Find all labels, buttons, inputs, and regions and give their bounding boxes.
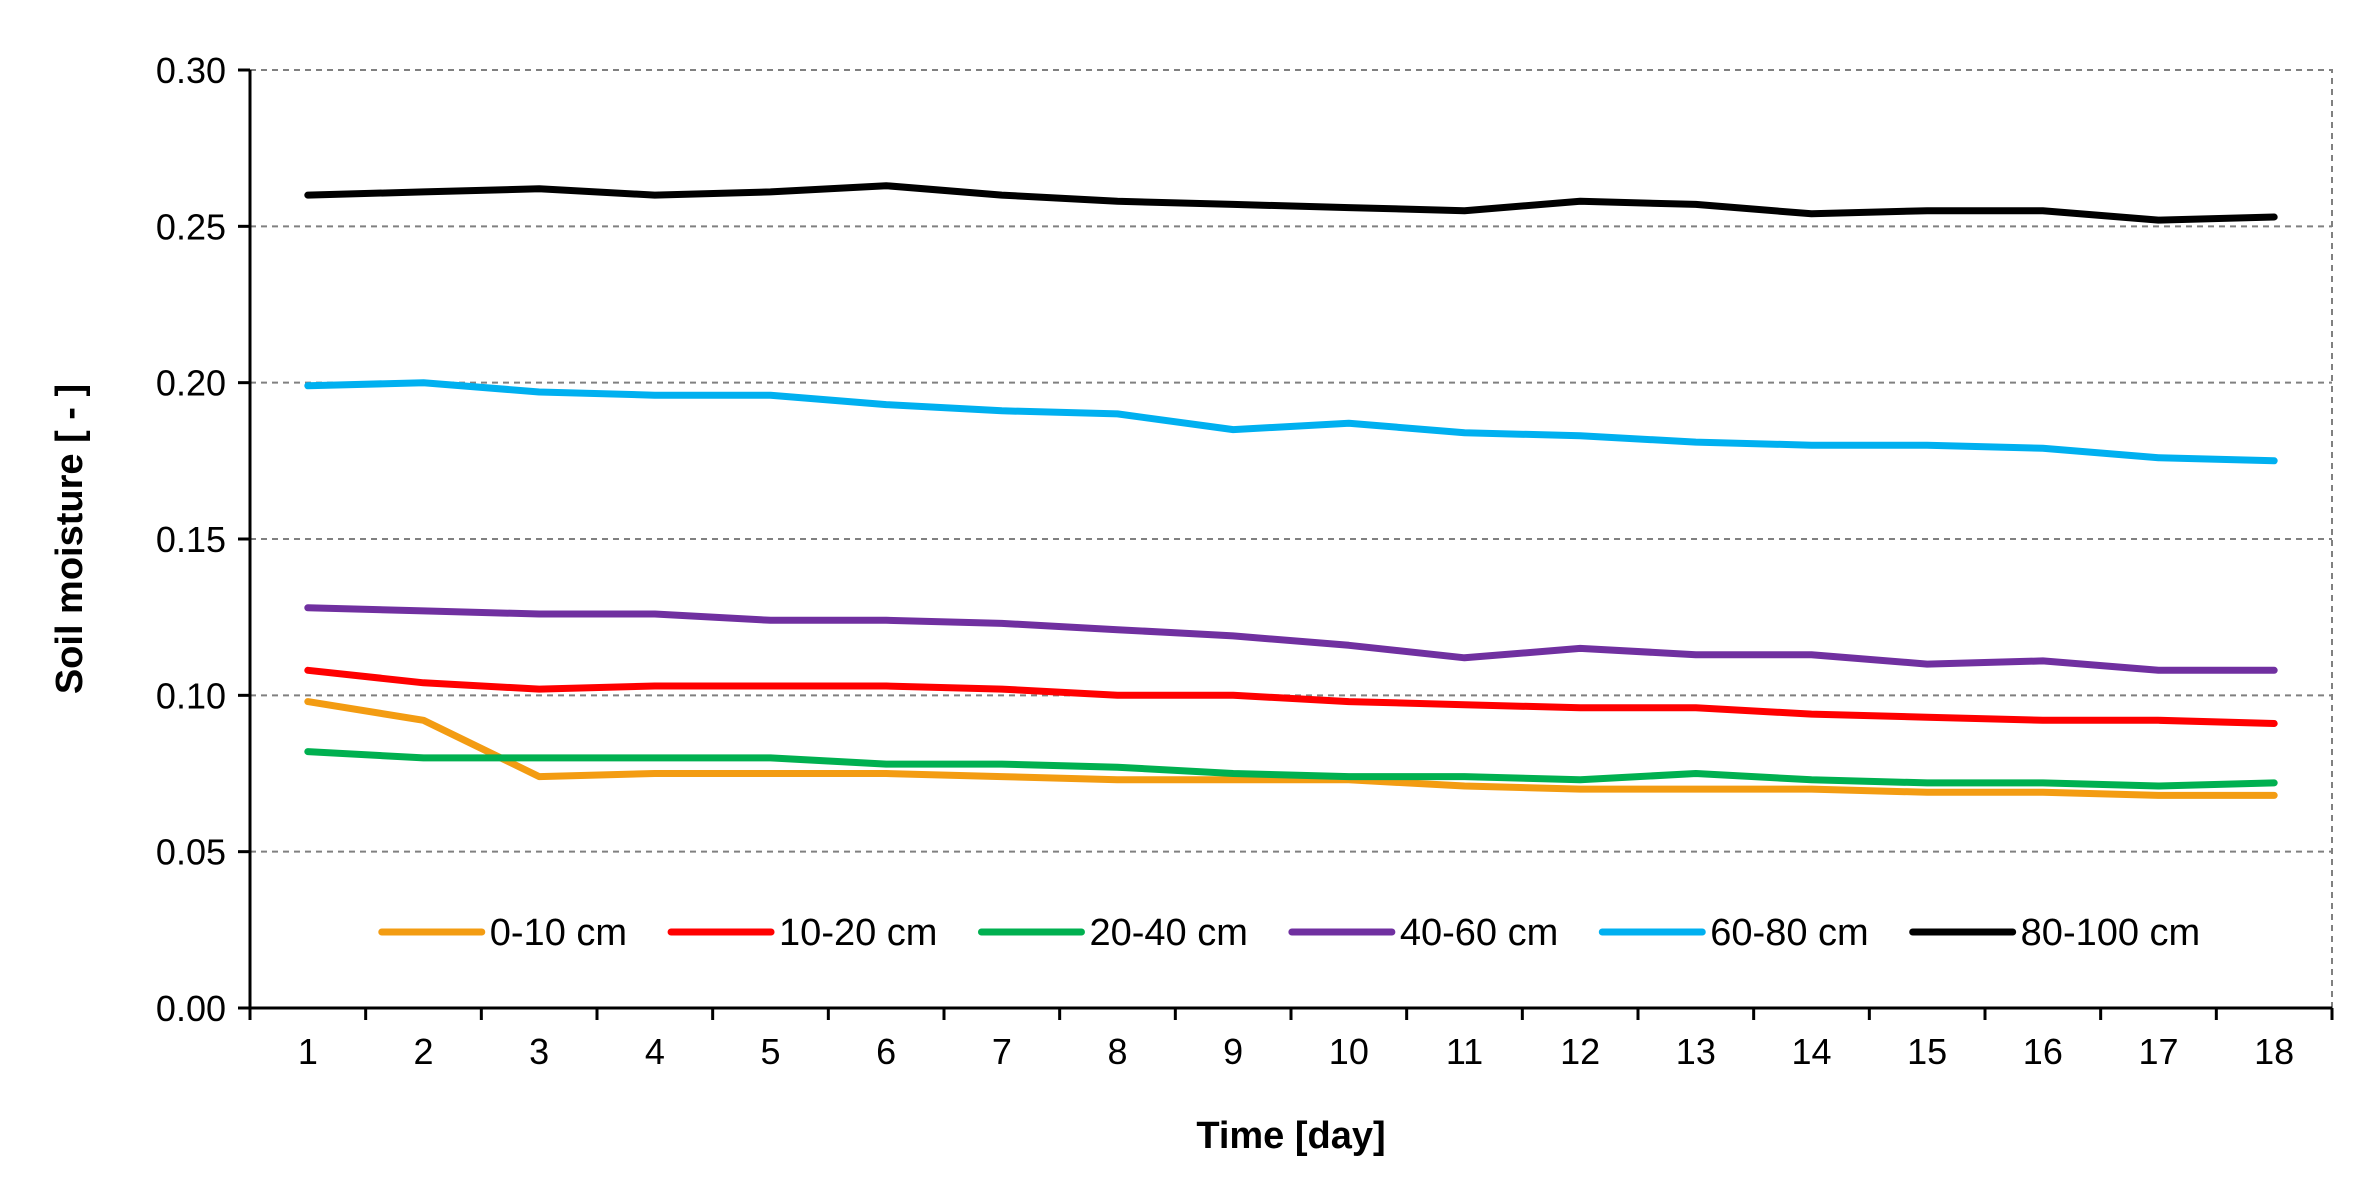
x-tick-label: 3 xyxy=(529,1031,549,1072)
y-tick-label: 0.05 xyxy=(156,832,226,873)
legend: 0-10 cm 10-20 cm 20-40 cm 40-60 cm 60-80 cm 8… xyxy=(378,912,2201,954)
x-tick-label: 2 xyxy=(413,1031,433,1072)
x-tick-label: 13 xyxy=(1676,1031,1716,1072)
legend-label: 20-40 cm xyxy=(1089,912,1247,954)
axes: 0.000.050.100.150.200.250.301 2 3 4 5 6 7 8 9 10 1… xyxy=(156,50,2334,1072)
x-tick-label: 7 xyxy=(992,1031,1012,1072)
x-tick-label: 17 xyxy=(2138,1031,2178,1072)
series-line-80-100-cm xyxy=(304,182,2278,224)
x-axis-title: Time [day] xyxy=(1196,1115,1385,1157)
legend-label: 80-100 cm xyxy=(2021,912,2201,954)
gridlines xyxy=(250,225,2332,853)
x-tick-label: 8 xyxy=(1107,1031,1127,1072)
x-tick-label: 6 xyxy=(876,1031,896,1072)
y-tick-label: 0.30 xyxy=(156,50,226,91)
x-tick-label: 10 xyxy=(1329,1031,1369,1072)
x-tick-label: 4 xyxy=(645,1031,665,1072)
series-line-60-80-cm xyxy=(304,379,2278,465)
x-tick-label: 12 xyxy=(1560,1031,1600,1072)
y-tick-label: 0.15 xyxy=(156,519,226,560)
x-tick-label: 15 xyxy=(1907,1031,1947,1072)
x-tick-label: 18 xyxy=(2254,1031,2294,1072)
series-line-0-10-cm xyxy=(304,698,2278,799)
x-tick-label: 16 xyxy=(2023,1031,2063,1072)
x-tick-label: 5 xyxy=(760,1031,780,1072)
y-tick-label: 0.00 xyxy=(156,988,226,1029)
series-line-20-40-cm xyxy=(304,748,2278,790)
legend-label: 40-60 cm xyxy=(1400,912,1558,954)
x-tick-label: 9 xyxy=(1223,1031,1243,1072)
y-tick-label: 0.20 xyxy=(156,363,226,404)
x-tick-label: 11 xyxy=(1446,1031,1483,1072)
y-axis-title: Soil moisture [ - ] xyxy=(49,384,91,694)
y-tick-label: 0.10 xyxy=(156,675,226,716)
series-line-10-20-cm xyxy=(304,666,2278,727)
x-tick-label: 14 xyxy=(1791,1031,1831,1072)
legend-label: 0-10 cm xyxy=(490,912,627,954)
series-line-40-60-cm xyxy=(304,604,2278,674)
y-tick-label: 0.25 xyxy=(156,206,226,247)
x-tick-label: 1 xyxy=(298,1031,318,1072)
legend-label: 10-20 cm xyxy=(779,912,937,954)
legend-label: 60-80 cm xyxy=(1710,912,1868,954)
series-lines xyxy=(304,182,2278,799)
